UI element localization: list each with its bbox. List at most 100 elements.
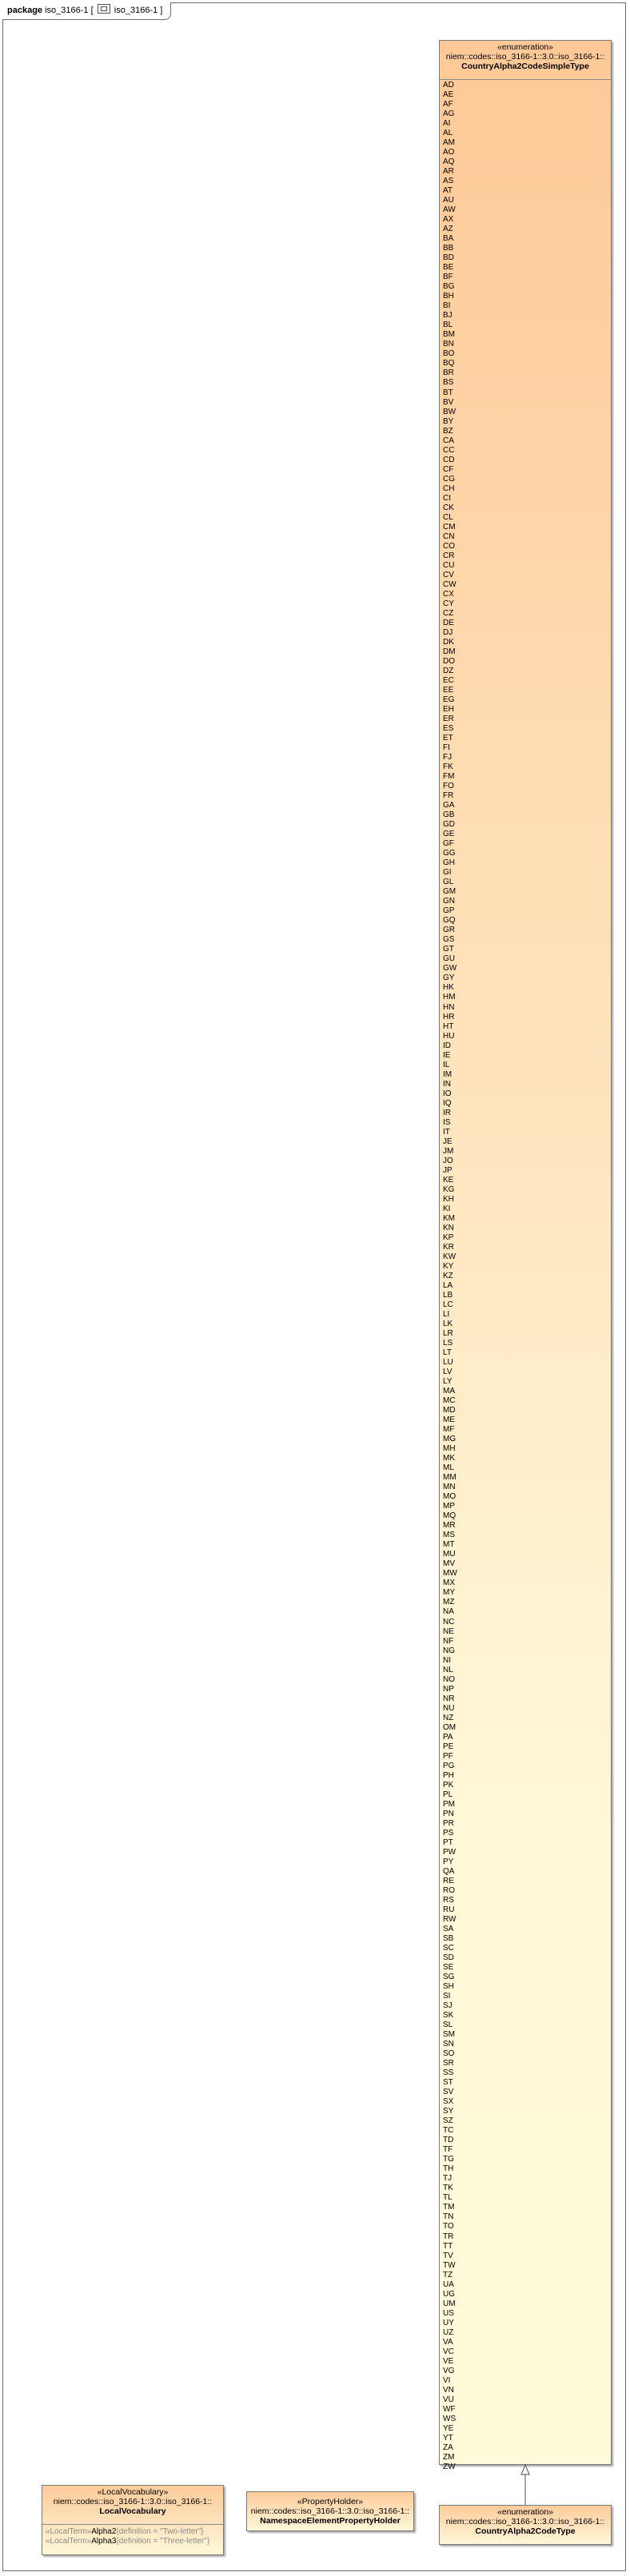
enum-literal: GH: [443, 858, 455, 868]
enum-literal: MQ: [443, 1511, 457, 1521]
enum-literal: HU: [443, 1031, 455, 1041]
class-namespace-element-property-holder[interactable]: «PropertyHolder» niem::codes::iso_3166-1…: [246, 2491, 414, 2531]
enum-literal: WF: [443, 2404, 456, 2414]
enum-literal: NO: [443, 1674, 455, 1684]
enum-literal: AR: [443, 167, 454, 177]
enum-literal: MK: [443, 1454, 455, 1463]
enum-literal: BF: [443, 273, 453, 282]
enum-literal: SR: [443, 2059, 454, 2068]
enum-literal: MC: [443, 1396, 456, 1406]
class-name: LocalVocabulary: [99, 2506, 166, 2516]
enum-literal: LK: [443, 1320, 453, 1329]
enum-literal: TK: [443, 2184, 453, 2193]
enum-literal: EG: [443, 695, 455, 704]
enum-literal: MZ: [443, 1598, 455, 1607]
enum-literal: ZA: [443, 2443, 453, 2452]
enum-literal: CR: [443, 551, 455, 560]
enum-literal: NG: [443, 1646, 455, 1655]
package-name: iso_3166-1: [45, 6, 89, 15]
enum-literal: PK: [443, 1780, 454, 1790]
diagram-icon: [97, 4, 110, 14]
enum-literal: SG: [443, 1973, 455, 1982]
enum-literal: KY: [443, 1261, 454, 1271]
enum-literal: RU: [443, 1905, 455, 1914]
enum-literal: UA: [443, 2279, 454, 2289]
enum-literal: TG: [443, 2155, 454, 2164]
enum-literal: TN: [443, 2212, 454, 2222]
attribute-definition: {definition = "Two-letter"}: [116, 2527, 204, 2536]
namespace-label: niem::codes::iso_3166-1::3.0::iso_3166-1…: [445, 2517, 605, 2526]
enum-literal: ER: [443, 715, 454, 724]
enum-literal: CU: [443, 560, 455, 570]
attribute-stereotype: «LocalTerm»: [46, 2537, 92, 2546]
enum-literal: ID: [443, 1041, 451, 1050]
enum-literal: CA: [443, 436, 454, 445]
enum-literal: IT: [443, 1127, 450, 1137]
enum-literal: BR: [443, 368, 454, 378]
enum-literal: DZ: [443, 666, 454, 675]
enum-literal: FR: [443, 791, 454, 801]
enum-literal: IQ: [443, 1098, 452, 1108]
enum-literal: CF: [443, 464, 454, 474]
enum-literal: DM: [443, 647, 456, 656]
stereotype-label: «enumeration»: [496, 2507, 554, 2517]
package-tab[interactable]: package iso_3166-1 [ iso_3166-1 ]: [2, 2, 172, 20]
enum-literal: SN: [443, 2040, 454, 2049]
enum-literal: SV: [443, 2088, 454, 2097]
enum-literal: GE: [443, 830, 455, 839]
enum-literal: GG: [443, 849, 456, 858]
enum-literal: HT: [443, 1021, 454, 1031]
enum-literal: ES: [443, 724, 454, 734]
class-header: «PropertyHolder» niem::codes::iso_3166-1…: [247, 2492, 413, 2526]
class-local-vocabulary[interactable]: «LocalVocabulary» niem::codes::iso_3166-…: [42, 2485, 224, 2555]
enum-literal: BS: [443, 378, 454, 388]
enum-literal: MD: [443, 1406, 456, 1415]
class-header: «enumeration» niem::codes::iso_3166-1::3…: [440, 41, 611, 79]
enum-literal: KW: [443, 1252, 457, 1261]
enum-literal: LT: [443, 1348, 452, 1358]
enum-literal: HN: [443, 1002, 455, 1012]
enum-literal: CC: [443, 445, 455, 455]
enum-literal: AX: [443, 215, 454, 225]
enum-literal: SY: [443, 2107, 454, 2116]
enum-literal: BB: [443, 244, 454, 253]
attribute-row: «LocalTerm»Alpha2{definition = "Two-lett…: [46, 2527, 220, 2537]
enum-literal: NR: [443, 1694, 455, 1703]
enum-literal: NU: [443, 1703, 455, 1713]
enum-literal: TL: [443, 2193, 453, 2203]
enum-literal: GI: [443, 868, 452, 878]
enum-literal: PH: [443, 1770, 454, 1780]
enumeration-country-alpha2-code-simple-type[interactable]: «enumeration» niem::codes::iso_3166-1::3…: [439, 40, 612, 2471]
enum-literal: JM: [443, 1146, 454, 1156]
enum-literal: VA: [443, 2337, 453, 2347]
enum-literal: SZ: [443, 2116, 453, 2126]
enum-literal: KM: [443, 1213, 455, 1223]
compartment-divider: [42, 2524, 223, 2525]
enum-literal: UM: [443, 2299, 456, 2308]
namespace-label: niem::codes::iso_3166-1::3.0::iso_3166-1…: [445, 52, 605, 62]
enum-literal: RE: [443, 1876, 454, 1885]
enum-literal: SE: [443, 1963, 454, 1973]
enum-literal: AM: [443, 138, 455, 148]
enum-literal: KH: [443, 1194, 454, 1204]
enumeration-country-alpha2-code-type[interactable]: «enumeration» niem::codes::iso_3166-1::3…: [439, 2505, 612, 2545]
enum-literal: DE: [443, 618, 454, 627]
enum-literal: PL: [443, 1790, 453, 1799]
compartment-divider: [440, 79, 611, 80]
enum-literal: PY: [443, 1857, 454, 1866]
enum-literal: BZ: [443, 426, 453, 436]
enum-literal: UY: [443, 2318, 454, 2327]
enum-literal: WS: [443, 2414, 457, 2423]
enum-literal: TR: [443, 2232, 454, 2241]
enum-literal: NL: [443, 1665, 453, 1674]
enum-literal: VE: [443, 2356, 454, 2366]
enum-literal: IM: [443, 1069, 453, 1079]
enum-literal: PN: [443, 1809, 454, 1818]
enum-literal: RW: [443, 1914, 457, 1924]
enum-literal: BN: [443, 340, 454, 349]
enum-literal: JP: [443, 1165, 453, 1175]
enum-literal: NF: [443, 1636, 454, 1646]
enum-literal: PW: [443, 1847, 457, 1857]
